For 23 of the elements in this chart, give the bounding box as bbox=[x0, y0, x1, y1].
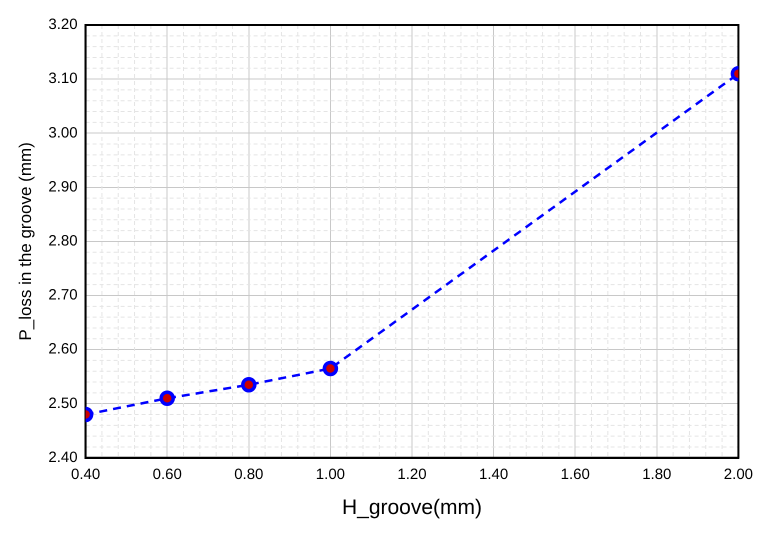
y-axis-title: P_loss in the groove (mm) bbox=[16, 142, 35, 341]
x-tick-label: 1.40 bbox=[479, 466, 508, 483]
y-tick-label: 3.10 bbox=[48, 70, 78, 88]
x-tick-label: 0.60 bbox=[152, 466, 182, 483]
point bbox=[322, 360, 338, 376]
point bbox=[159, 390, 175, 406]
x-tick-label: 1.20 bbox=[397, 466, 427, 483]
x-axis-title: H_groove(mm) bbox=[342, 496, 482, 520]
y-tick-label: 3.20 bbox=[48, 16, 78, 34]
y-tick-label: 2.80 bbox=[48, 232, 78, 250]
y-tick-label: 3.00 bbox=[48, 124, 78, 142]
point bbox=[241, 377, 257, 393]
x-tick-label: 0.80 bbox=[234, 466, 264, 483]
y-tick-label: 2.60 bbox=[48, 340, 78, 358]
x-tick-label: 1.60 bbox=[560, 466, 590, 483]
x-tick-label: 0.40 bbox=[70, 466, 100, 483]
x-tick-label: 1.00 bbox=[316, 466, 345, 483]
y-tick-label: 2.70 bbox=[48, 286, 78, 304]
y-tick-label: 2.90 bbox=[48, 178, 78, 196]
x-tick-label: 2.00 bbox=[724, 466, 754, 483]
y-tick-label: 2.50 bbox=[48, 394, 78, 412]
x-tick-label: 1.80 bbox=[642, 466, 672, 483]
y-tick-label: 2.40 bbox=[48, 448, 78, 466]
